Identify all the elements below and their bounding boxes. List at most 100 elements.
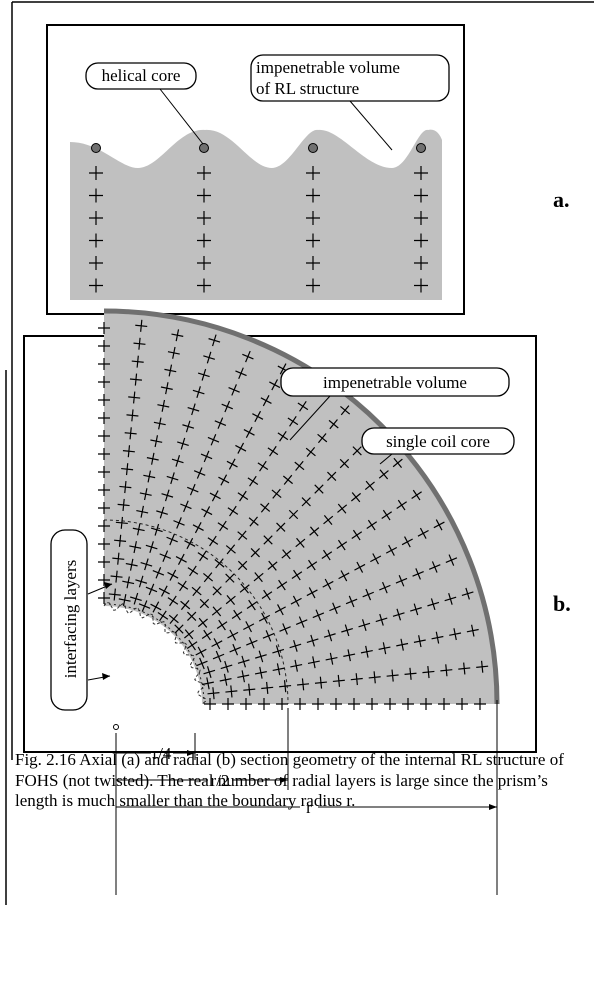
helical-core-dot [91,143,101,153]
layer-mark [267,445,279,457]
layer-mark [410,603,422,616]
layer-mark [228,384,240,396]
layer-mark [362,588,375,601]
layer-mark [321,549,333,561]
panel-b-letter: b. [553,591,571,616]
layer-mark [260,395,272,407]
layer-mark [115,516,128,529]
layer-mark [156,506,168,519]
layer-mark [164,364,177,377]
layer-mark [345,595,358,608]
layer-mark [216,619,228,631]
layer-mark [203,666,216,678]
layer-mark [121,463,134,476]
layer-mark [167,346,180,359]
layer-mark [339,458,350,469]
layer-mark [258,612,271,624]
layer-mark [98,394,110,406]
inner-boundary [103,601,207,705]
layer-mark [214,417,227,429]
layer-mark [314,676,327,689]
impenetrable-pointer-a [349,100,393,151]
layer-mark [350,492,362,503]
layer-mark [330,698,342,710]
layer-mark [211,606,222,617]
layer-mark [312,609,325,621]
layer-mark [271,488,282,499]
helical-core-pointer [159,88,204,145]
layer-mark [98,358,110,370]
layer-mark [167,595,179,607]
dimension-lines: r/4 r/2 r [115,700,498,895]
layer-mark [150,435,163,448]
dim-r2-arrow [280,777,288,783]
dim-r4-arrow [187,750,195,756]
layer-mark [395,575,408,587]
layer-mark [186,639,198,651]
layer-mark [291,569,303,581]
layer-mark [250,548,260,558]
layer-mark [279,680,292,693]
layer-mark [267,560,278,571]
layer-mark [343,649,356,662]
layer-mark [211,638,223,650]
layer-mark [199,598,210,609]
layer-mark [118,594,131,607]
layer-mark [177,437,189,450]
layer-mark [98,520,110,532]
layer-mark [180,600,191,611]
layer-mark [197,188,211,203]
layer-mark [351,529,363,541]
layer-mark [160,382,173,395]
layer-mark [128,391,141,404]
layer-mark [301,497,311,507]
layer-mark [306,211,320,225]
layer-mark [98,412,110,424]
layer-mark [306,634,319,647]
layer-mark [203,572,214,583]
layer-mark [417,527,429,539]
layer-mark [117,498,130,511]
layer-mark [197,617,208,628]
layer-mark [307,656,320,669]
coil-core-label-box [361,427,515,455]
layer-mark [358,619,371,631]
interface-arc [103,603,205,705]
layer-mark [89,256,103,270]
layer-mark [257,460,269,472]
impenetrable-label-box-b [280,367,510,397]
impenetrable-pointer-b [289,395,331,441]
layer-mark [414,233,428,248]
layer-mark [146,452,159,465]
layer-mark [306,188,320,203]
layer-mark [157,399,170,412]
layer-mark [297,401,309,412]
single-coil-core-arc [103,308,500,705]
layer-mark [269,379,281,391]
layer-mark [327,471,337,481]
layer-mark [184,629,195,640]
layer-mark [340,405,351,416]
layer-mark [337,503,348,514]
layer-mark [201,677,214,690]
layer-mark [114,534,127,547]
layer-mark [336,539,348,551]
figure-caption: Fig. 2.16 Axial (a) and radial (b) secti… [15,750,564,810]
layer-mark [108,588,121,601]
layer-mark [466,624,479,637]
layer-mark [122,445,135,458]
layer-mark [354,561,366,573]
layer-mark [219,673,232,686]
layer-mark [263,535,273,545]
layer-mark [171,455,184,467]
layer-mark [456,698,468,710]
layer-mark [287,415,299,427]
coil-core-pointer [379,453,393,465]
layer-mark [168,613,179,624]
layer-mark [261,589,273,601]
layer-mark [152,567,165,579]
layer-mark [98,376,110,388]
layer-mark [294,698,306,710]
layer-mark [125,558,138,571]
layer-mark [126,409,139,422]
